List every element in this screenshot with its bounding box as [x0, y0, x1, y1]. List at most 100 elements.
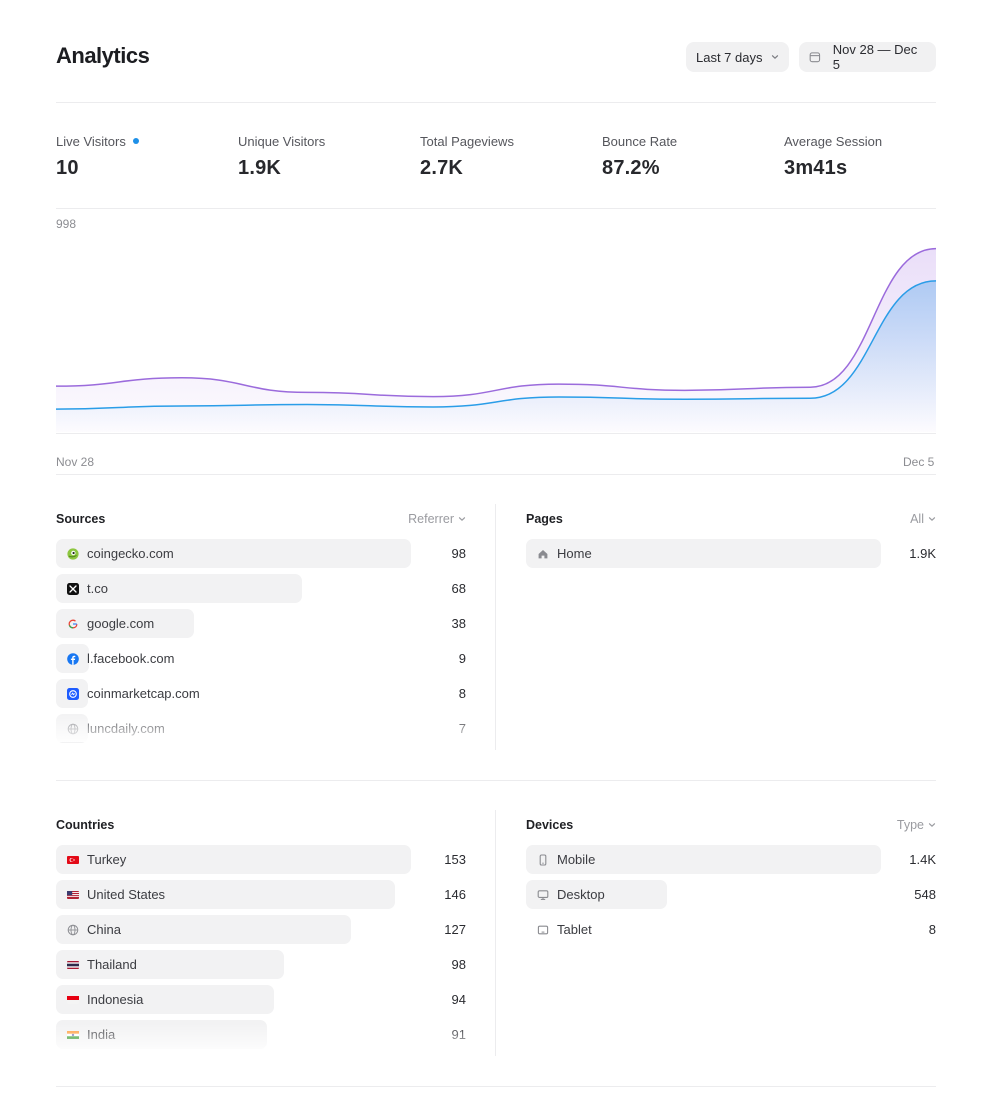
- stat-total-pageviews[interactable]: Total Pageviews 2.7K: [420, 133, 514, 180]
- row-label: Desktop: [557, 887, 605, 902]
- row-label: coinmarketcap.com: [87, 686, 200, 701]
- page-title: Analytics: [56, 43, 150, 68]
- flag-us-icon: [67, 888, 79, 900]
- divider: [56, 780, 936, 781]
- filter-label: All: [910, 512, 924, 526]
- filter-label: Referrer: [408, 512, 454, 526]
- panel-title: Countries: [56, 818, 115, 832]
- row-value: 98: [451, 957, 466, 972]
- row-bar: [526, 539, 882, 568]
- divider: [56, 474, 936, 475]
- mobile-icon: [537, 853, 549, 866]
- row-bar: [56, 845, 412, 874]
- list-row[interactable]: coingecko.com 98: [56, 538, 466, 573]
- list-row[interactable]: India 91: [56, 1019, 466, 1054]
- row-value: 1.4K: [909, 852, 936, 867]
- y-axis-max-label: 998: [56, 217, 77, 231]
- series-area: [56, 280, 936, 432]
- range-select[interactable]: Last 7 days: [686, 42, 789, 72]
- calendar-icon: [809, 52, 821, 63]
- coinmarketcap-icon: [67, 687, 79, 700]
- row-label: India: [87, 1027, 116, 1042]
- flag-turkey-icon: [67, 853, 79, 865]
- stat-value: 87.2%: [602, 157, 660, 179]
- x-icon: [67, 582, 79, 595]
- row-label: Thailand: [87, 957, 137, 972]
- row-value: 548: [914, 887, 936, 902]
- panel-title: Sources: [56, 512, 106, 526]
- stat-bounce-rate[interactable]: Bounce Rate 87.2%: [602, 133, 677, 180]
- list-row[interactable]: coinmarketcap.com 8: [56, 678, 466, 713]
- row-bar: [56, 574, 303, 603]
- list-row[interactable]: t.co 68: [56, 573, 466, 608]
- chart-marks: [55, 247, 937, 432]
- stat-live-visitors[interactable]: Live Visitors 10: [56, 133, 139, 180]
- list-row[interactable]: United States 146: [56, 879, 466, 914]
- row-value: 98: [451, 546, 466, 561]
- list-row[interactable]: Mobile 1.4K: [526, 844, 936, 879]
- desktop-icon: [537, 888, 549, 900]
- home-icon: [537, 547, 549, 559]
- row-label: coingecko.com: [87, 546, 174, 561]
- row-bar: [56, 950, 284, 979]
- list-row[interactable]: China 127: [56, 914, 466, 949]
- list-row[interactable]: Tablet 8: [526, 914, 936, 949]
- row-value: 8: [458, 686, 466, 701]
- chevron-down-icon: [771, 55, 778, 59]
- chevron-down-icon: [928, 517, 936, 521]
- divider: [56, 1086, 936, 1087]
- stat-average-session[interactable]: Average Session 3m41s: [784, 133, 882, 180]
- panel-title: Pages: [526, 512, 563, 526]
- coingecko-icon: [67, 547, 79, 560]
- row-value: 146: [444, 887, 466, 902]
- pages-filter[interactable]: All: [910, 512, 936, 526]
- row-value: 68: [451, 581, 466, 596]
- row-value: 91: [451, 1027, 466, 1042]
- flag-india-icon: [67, 1028, 79, 1040]
- list-row[interactable]: Thailand 98: [56, 949, 466, 984]
- list-row[interactable]: google.com 38: [56, 608, 466, 643]
- stat-value: 2.7K: [420, 157, 464, 179]
- list-row[interactable]: Home 1.9K: [526, 538, 936, 573]
- filter-label: Type: [896, 818, 924, 832]
- date-range-label: Nov 28 — Dec 5: [832, 42, 918, 72]
- page-header: Analytics Last 7 days Nov 28 — Dec 5: [56, 42, 936, 72]
- referrer-filter[interactable]: Referrer: [408, 512, 466, 526]
- row-bar: [56, 539, 412, 568]
- device-type-filter[interactable]: Type: [897, 818, 936, 832]
- chevron-down-icon: [928, 823, 936, 827]
- row-label: t.co: [87, 581, 108, 596]
- stat-label: Bounce Rate: [602, 133, 678, 149]
- stat-value: 3m41s: [784, 157, 848, 179]
- range-select-label: Last 7 days: [696, 49, 763, 65]
- pages-list: Home 1.9K: [526, 538, 936, 573]
- list-row[interactable]: Indonesia 94: [56, 984, 466, 1019]
- flag-indonesia-icon: [67, 993, 79, 1005]
- date-range-picker[interactable]: Nov 28 — Dec 5: [799, 42, 936, 72]
- chart-svg: [55, 247, 937, 434]
- stat-label: Unique Visitors: [238, 133, 326, 149]
- panel-divider: [495, 810, 496, 1056]
- row-bar: [526, 845, 882, 874]
- stat-unique-visitors[interactable]: Unique Visitors 1.9K: [238, 133, 325, 180]
- row-label: google.com: [87, 616, 155, 631]
- list-row[interactable]: Desktop 548: [526, 879, 936, 914]
- panel-divider: [495, 504, 496, 750]
- series-line: [55, 247, 937, 398]
- list-row[interactable]: luncdaily.com 7: [56, 713, 466, 748]
- row-label: Mobile: [557, 852, 596, 867]
- row-label: Indonesia: [87, 992, 144, 1007]
- row-bar: [56, 915, 351, 944]
- series-line: [55, 280, 937, 410]
- list-row[interactable]: l.facebook.com 9: [56, 643, 466, 678]
- x-axis-end-label: Dec 5: [903, 455, 935, 469]
- row-value: 9: [458, 651, 466, 666]
- google-icon: [67, 617, 79, 629]
- row-label: China: [87, 922, 121, 937]
- live-indicator-dot: [132, 138, 139, 144]
- list-row[interactable]: Turkey 153: [56, 844, 466, 879]
- chevron-down-icon: [458, 517, 466, 521]
- row-bar: [56, 880, 395, 909]
- row-value: 1.9K: [909, 546, 936, 561]
- row-label: United States: [87, 887, 166, 902]
